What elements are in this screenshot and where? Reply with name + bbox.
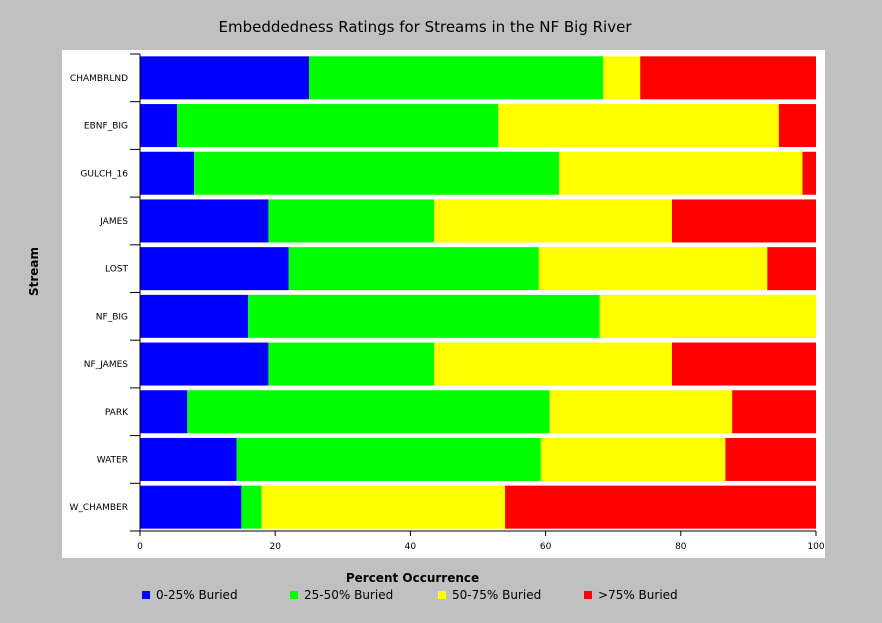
bar-james-series-0 [140,199,269,243]
bar-ebnf_big-series-0 [140,104,178,148]
bar-park-series-1 [187,390,550,434]
bar-nf_james-series-2 [434,342,673,386]
y-tick-label: CHAMBRLND [70,74,128,84]
bar-water-series-0 [140,437,237,481]
x-tick-label: 0 [137,542,143,552]
bar-park-series-2 [549,390,733,434]
bar-ebnf_big-series-3 [778,104,816,148]
bar-lost-series-0 [140,247,289,291]
y-tick-label: PARK [105,408,129,418]
bar-lost-series-1 [288,247,539,291]
bar-lost-series-3 [767,247,816,291]
x-axis-label: Percent Occurrence [345,571,480,585]
legend-label: 25-50% Buried [304,588,394,602]
bar-nf_big-series-0 [140,294,249,338]
y-tick-label: GULCH_16 [80,169,128,179]
bar-gulch_16-series-0 [140,151,195,195]
legend-swatch [438,591,446,599]
bar-water-series-1 [236,437,541,481]
bar-nf_big-series-2 [599,294,816,338]
bar-water-series-2 [540,437,726,481]
bar-w_chamber-series-1 [241,485,262,529]
chart-title: Embeddedness Ratings for Streams in the … [218,18,632,36]
bar-chambrlnd-series-0 [140,56,309,100]
y-tick-label: NF_BIG [96,312,128,322]
bar-ebnf_big-series-1 [177,104,499,148]
legend-label: 0-25% Buried [156,588,238,602]
legend-label: 50-75% Buried [452,588,542,602]
bar-chambrlnd-series-3 [640,56,816,100]
legend-label: >75% Buried [598,588,678,602]
bar-park-series-3 [732,390,816,434]
bar-gulch_16-series-1 [194,151,560,195]
legend-swatch [290,591,298,599]
y-tick-label: EBNF_BIG [84,122,128,132]
y-tick-label: WATER [97,455,128,465]
bar-james-series-3 [672,199,816,243]
bar-gulch_16-series-2 [559,151,803,195]
bar-lost-series-2 [538,247,768,291]
bar-water-series-3 [725,437,816,481]
y-tick-label: NF_JAMES [84,360,129,370]
bar-w_chamber-series-0 [140,485,242,529]
bar-w_chamber-series-2 [261,485,506,529]
legend-swatch [142,591,150,599]
y-tick-label: JAMES [99,217,128,227]
bar-ebnf_big-series-2 [498,104,779,148]
bar-nf_james-series-3 [672,342,816,386]
x-tick-label: 20 [269,542,281,552]
bar-chambrlnd-series-1 [309,56,604,100]
bar-james-series-2 [434,199,673,243]
x-tick-label: 40 [405,542,417,552]
y-tick-label: W_CHAMBER [70,503,129,513]
y-axis-label: Stream [27,246,41,296]
chart-legend: 0-25% Buried 25-50% Buried 50-75% Buried >7… [142,588,882,606]
y-tick-label: LOST [105,265,128,275]
bar-nf_james-series-0 [140,342,269,386]
bar-park-series-0 [140,390,188,434]
x-tick-label: 80 [675,542,687,552]
x-tick-label: 60 [540,542,552,552]
bar-nf_big-series-1 [248,294,600,338]
bar-james-series-1 [268,199,435,243]
bar-nf_james-series-1 [268,342,435,386]
bar-chambrlnd-series-2 [603,56,641,100]
bar-gulch_16-series-3 [802,151,816,195]
legend-swatch [584,591,592,599]
bar-w_chamber-series-3 [505,485,816,529]
x-tick-label: 100 [807,542,824,552]
